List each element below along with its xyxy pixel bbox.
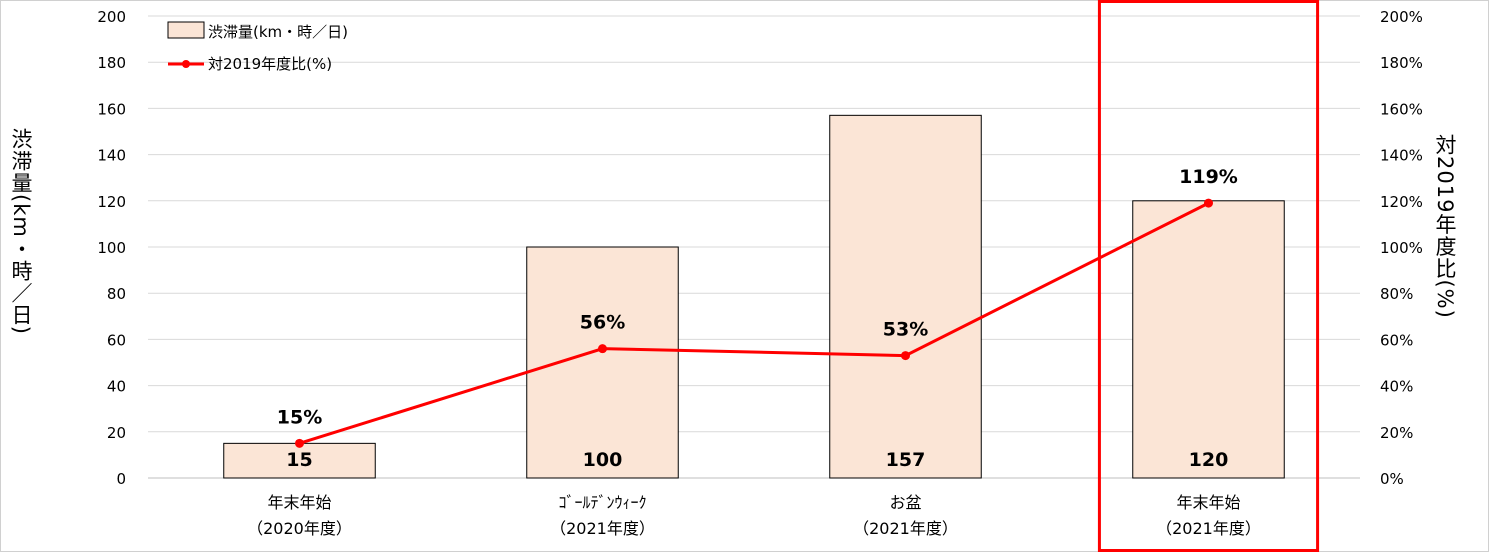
line-value-label: 15%: [277, 406, 322, 428]
y-tick-label-right: 60%: [1380, 331, 1413, 349]
y-tick-label-right: 180%: [1380, 54, 1423, 72]
y-tick-label-right: 0%: [1380, 470, 1404, 488]
legend-bar-label: 渋滞量(km・時／日): [208, 23, 348, 41]
y-tick-label-left: 60: [107, 331, 126, 349]
x-tick-label: お盆: [889, 493, 921, 512]
y-tick-label-left: 100: [97, 239, 126, 257]
y-axis-right-title: 対2019年度比(%): [1433, 134, 1457, 319]
y-tick-label-right: 80%: [1380, 285, 1413, 303]
y-tick-label-left: 180: [97, 54, 126, 72]
y-tick-label-right: 140%: [1380, 147, 1423, 165]
x-tick-label: ｺﾞｰﾙﾃﾞﾝｳｨｰｸ: [558, 493, 646, 512]
y-tick-label-left: 200: [97, 8, 126, 26]
bar-value-label: 157: [886, 449, 926, 471]
y-tick-label-right: 120%: [1380, 193, 1423, 211]
x-tick-sublabel: （2021年度）: [853, 519, 958, 538]
y-tick-label-left: 20: [107, 424, 126, 442]
line-point: [901, 351, 910, 361]
y-tick-label-left: 140: [97, 147, 126, 165]
x-tick-sublabel: （2021年度）: [1156, 519, 1261, 538]
bar: [1132, 200, 1285, 479]
y-tick-label-right: 100%: [1380, 239, 1423, 257]
y-tick-label-right: 200%: [1380, 8, 1423, 26]
y-tick-label-left: 160: [97, 100, 126, 118]
bar: [526, 246, 679, 479]
x-tick-label: 年末年始: [1176, 493, 1240, 512]
y-tick-label-left: 120: [97, 193, 126, 211]
line-point: [1204, 198, 1213, 208]
y-tick-label-left: 0: [116, 470, 126, 488]
y-tick-label-right: 160%: [1380, 100, 1423, 118]
legend-line-label: 対2019年度比(%): [208, 55, 332, 73]
x-tick-sublabel: （2020年度）: [247, 519, 352, 538]
legend-bar-swatch: [167, 21, 205, 39]
line-value-label: 53%: [883, 319, 928, 341]
bar: [829, 114, 982, 479]
line-series: [299, 201, 1210, 445]
legend-line-marker: [182, 60, 190, 68]
highlight-box: [1097, 0, 1320, 552]
line-value-label: 119%: [1179, 166, 1238, 188]
line-point: [598, 344, 607, 354]
x-tick-sublabel: （2021年度）: [550, 519, 655, 538]
bar-value-label: 15: [286, 449, 312, 471]
y-tick-label-left: 40: [107, 378, 126, 396]
bar-value-label: 120: [1189, 449, 1229, 471]
y-axis-left-title: 渋滞量(km・時／日): [9, 128, 33, 336]
line-value-label: 56%: [580, 312, 625, 334]
y-tick-label-right: 20%: [1380, 424, 1413, 442]
bar-value-label: 100: [583, 449, 623, 471]
line-point: [295, 438, 304, 448]
bar: [223, 442, 376, 479]
y-tick-label-left: 80: [107, 285, 126, 303]
x-tick-label: 年末年始: [267, 493, 331, 512]
y-tick-label-right: 40%: [1380, 378, 1413, 396]
